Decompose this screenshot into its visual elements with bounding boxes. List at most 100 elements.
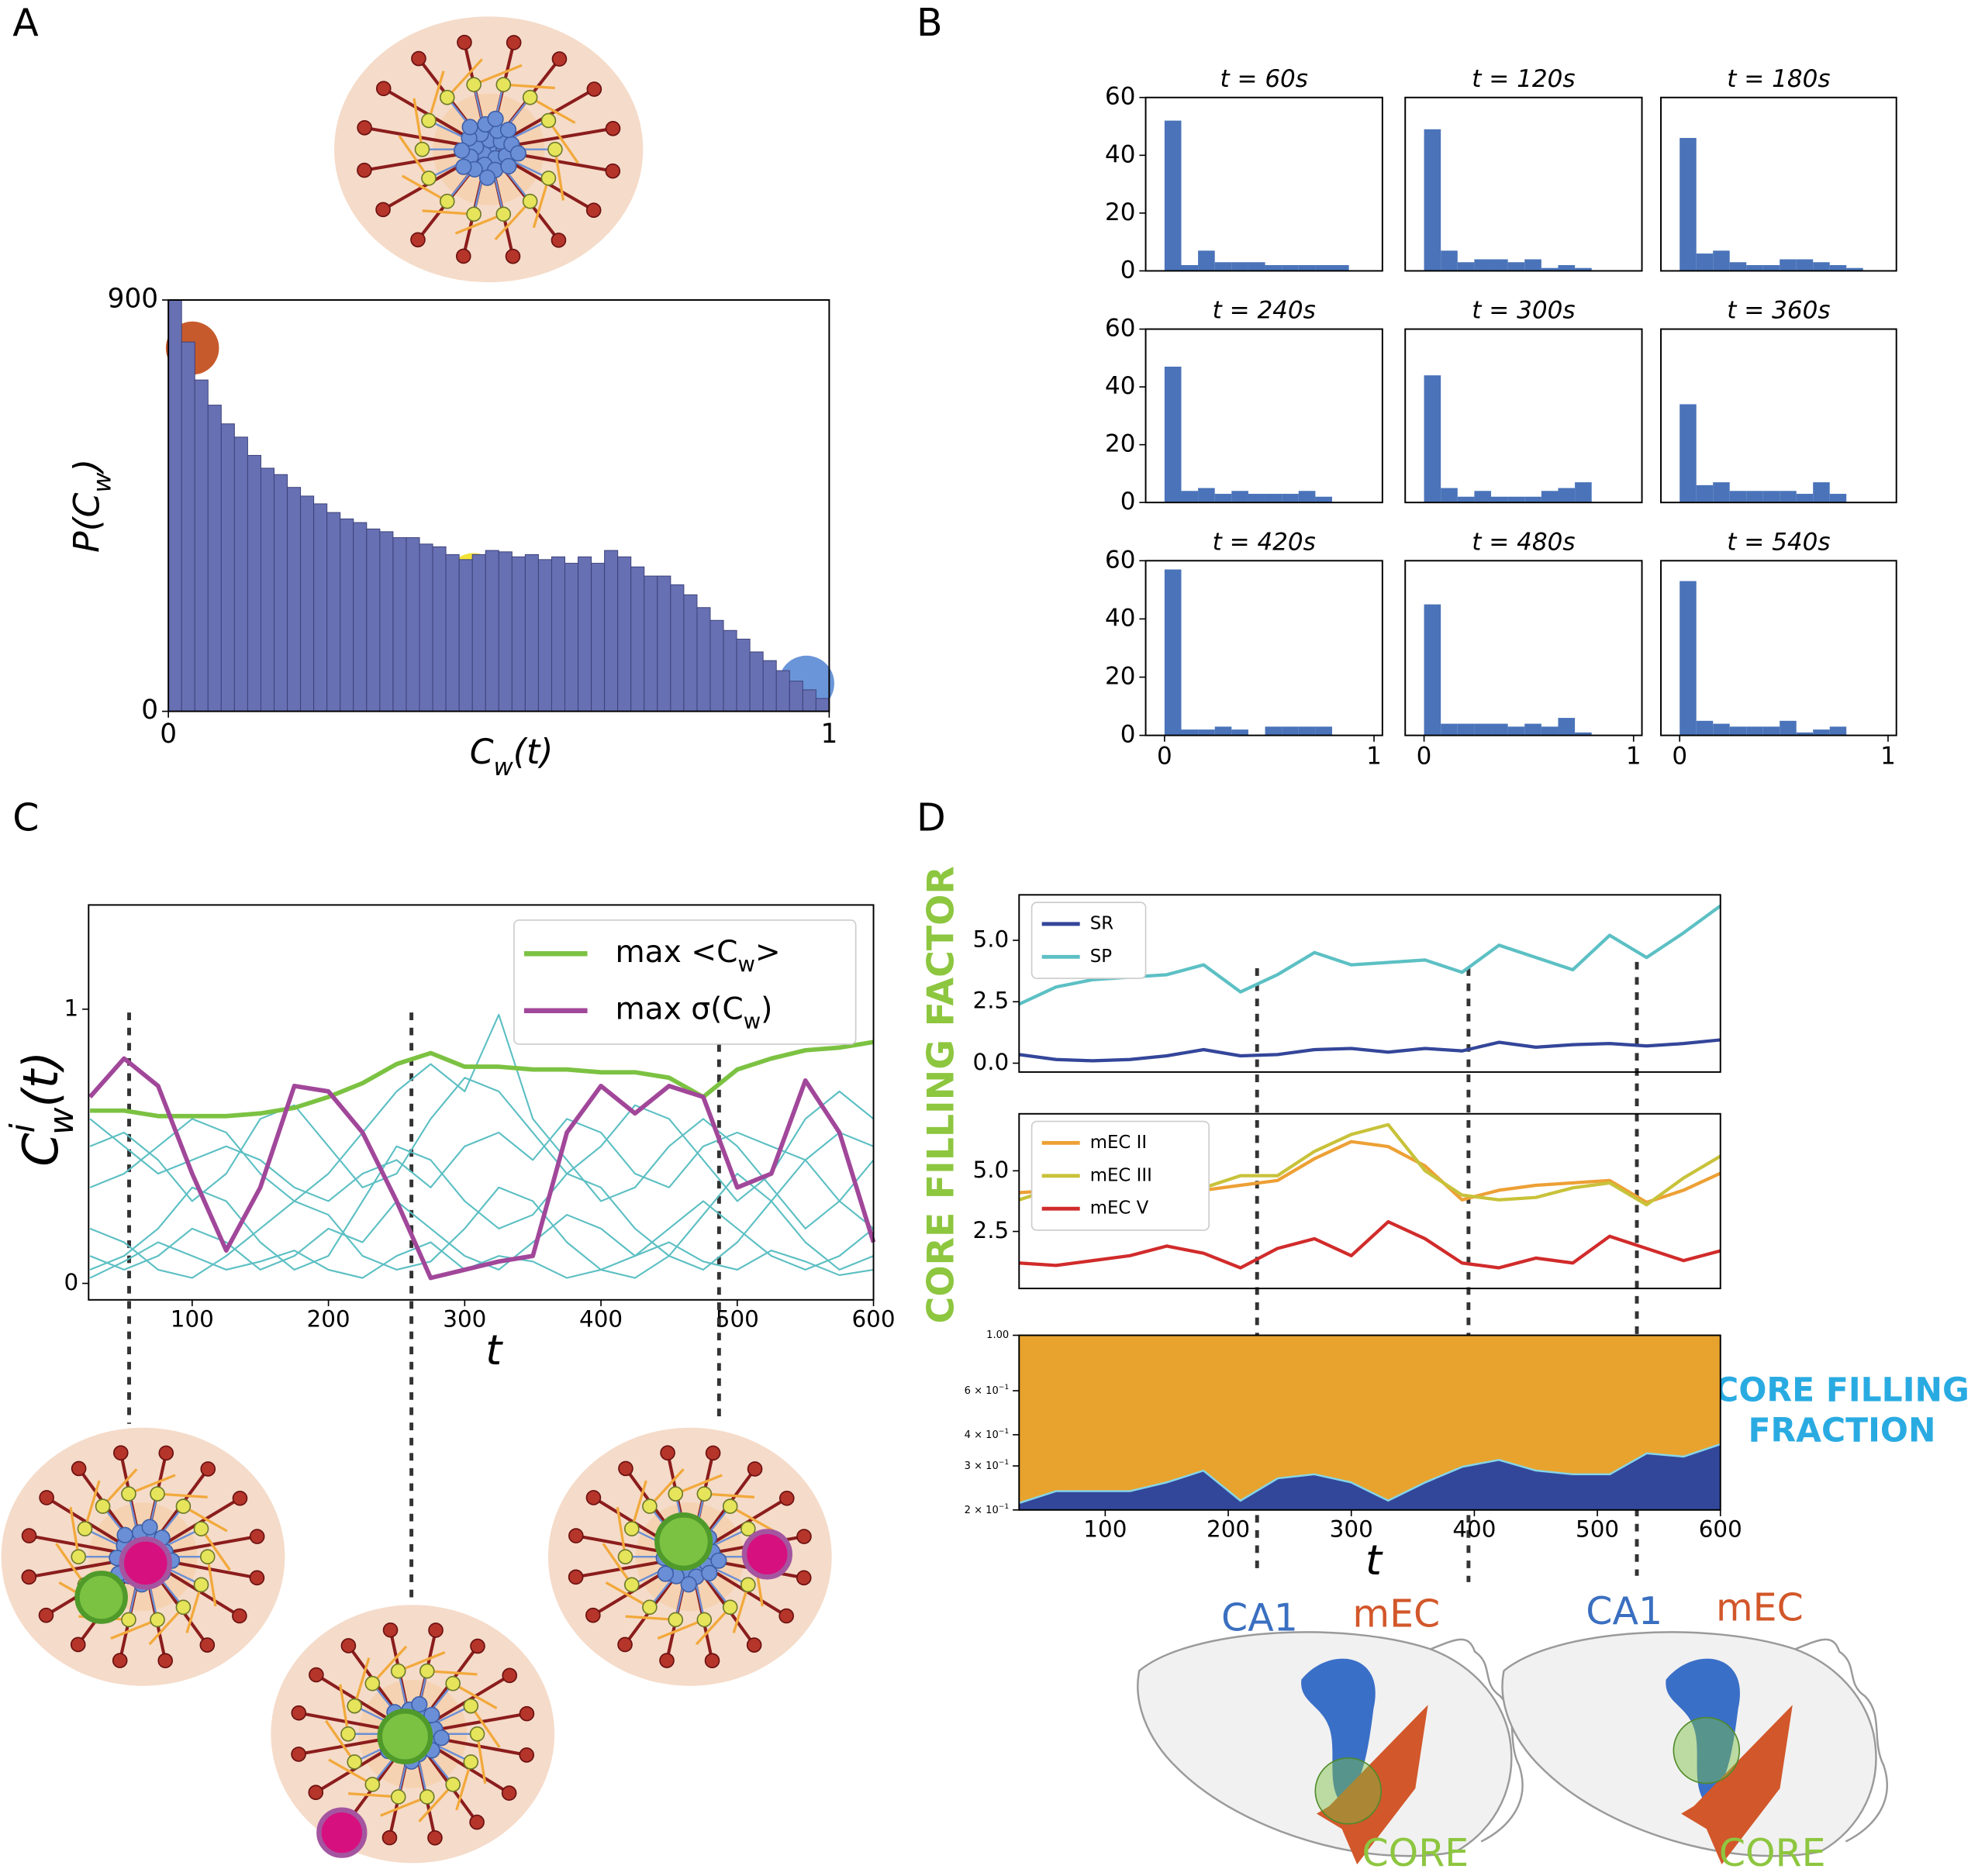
y-tick-label: 3 × 10−1: [965, 1459, 1010, 1472]
bar: [1474, 491, 1492, 503]
bar: [1558, 488, 1576, 503]
subplot-title: t = 300s: [1472, 297, 1575, 325]
network-node: [381, 1829, 398, 1846]
network-node: [618, 1460, 633, 1477]
x-tick-label: 200: [1207, 1516, 1250, 1543]
bar: [1796, 494, 1814, 503]
network-link: [371, 1645, 408, 1685]
y-tick-label: 0: [1120, 256, 1136, 284]
bar: [1696, 720, 1714, 736]
subplot-title: t = 480s: [1472, 528, 1575, 556]
bar: [1762, 726, 1780, 736]
network-node: [375, 202, 391, 218]
subplot-title: t = 540s: [1727, 528, 1830, 556]
network-node: [411, 50, 426, 67]
network-node: [39, 1490, 54, 1505]
axes-frame: [1660, 560, 1897, 736]
panel-label: B: [917, 1, 943, 45]
bar: [300, 495, 315, 712]
network-node: [585, 1607, 601, 1623]
bar: [1780, 259, 1797, 271]
network-link: [732, 1584, 750, 1633]
line: [89, 1145, 875, 1271]
bar: [1198, 488, 1215, 503]
line: [89, 1241, 874, 1279]
network-node: [642, 1498, 658, 1514]
bar: [1713, 723, 1730, 736]
subplot: 2.5 5.0 mEC II mEC III mEC V: [973, 1112, 1721, 1290]
network-node: [71, 1460, 87, 1477]
x-tick-label: 500: [1576, 1516, 1619, 1543]
axes-frame: [1018, 1112, 1721, 1290]
bar: [1424, 375, 1441, 503]
line: [1019, 1219, 1721, 1270]
network-link: [675, 1474, 723, 1495]
network-node: [445, 1675, 461, 1692]
y-axis-label: P(Cw): [66, 459, 117, 553]
bar: [1441, 488, 1458, 503]
network-node: [623, 1577, 640, 1593]
bar: [1491, 496, 1508, 503]
axes-frame: [1404, 328, 1643, 504]
network-node: [112, 1445, 129, 1460]
network-link: [380, 1795, 428, 1817]
network-core-node: [411, 1695, 428, 1713]
network-node: [375, 81, 392, 96]
network-link: [446, 58, 483, 98]
bar: [1424, 129, 1441, 271]
network-node: [309, 1667, 324, 1683]
bar: [1813, 729, 1830, 736]
subplot: t = 300s: [1404, 297, 1643, 504]
network-link: [532, 178, 550, 229]
bar: [432, 546, 447, 712]
bar: [1457, 262, 1475, 271]
network-node: [357, 162, 372, 178]
network-link: [469, 1705, 501, 1748]
network-link: [353, 1657, 371, 1707]
network-node: [95, 1498, 111, 1514]
legend-box: [1030, 1120, 1210, 1231]
network-node: [540, 112, 557, 129]
bar: [1524, 723, 1541, 736]
y-tick-label: 0: [1120, 721, 1136, 749]
bar: [1181, 264, 1199, 271]
network-node: [428, 1623, 444, 1638]
x-tick-label: 0: [160, 719, 177, 750]
network-node: [21, 1569, 37, 1585]
network-link: [452, 1682, 498, 1709]
bar: [1265, 494, 1282, 503]
bar: [445, 553, 460, 712]
bar: [736, 638, 751, 712]
bar: [1164, 120, 1182, 271]
subplot: 0.0 2.5 5.0 SR SP: [973, 894, 1722, 1075]
bar: [379, 531, 394, 712]
brain: [1501, 1631, 1888, 1864]
network-node: [364, 1675, 381, 1692]
y-tick-label: 6 × 10−1: [965, 1384, 1010, 1397]
network-node: [421, 112, 437, 129]
line: [89, 1118, 874, 1202]
y-tick-label: 20: [1105, 663, 1135, 691]
network-node: [291, 1747, 306, 1762]
network-node: [796, 1529, 812, 1544]
bar: [551, 556, 565, 712]
network-link: [148, 1606, 185, 1646]
bar: [1507, 262, 1525, 271]
bar: [683, 594, 698, 712]
bar: [406, 537, 420, 712]
network-core-node: [509, 145, 526, 162]
network-node: [455, 248, 471, 264]
network-node: [175, 1599, 192, 1616]
network-link: [605, 1581, 651, 1609]
legend-label: max σ(Cw): [615, 991, 772, 1034]
bar: [1491, 259, 1508, 271]
subplot: t = 360s: [1660, 297, 1897, 504]
x-tick-label: 200: [307, 1306, 350, 1333]
network-node: [540, 171, 557, 186]
bar: [1813, 482, 1830, 503]
network-node: [547, 141, 563, 157]
bar: [1315, 264, 1333, 271]
network-link: [348, 1792, 399, 1798]
network-link: [185, 1584, 203, 1633]
subplot-title: t = 360s: [1727, 297, 1830, 325]
